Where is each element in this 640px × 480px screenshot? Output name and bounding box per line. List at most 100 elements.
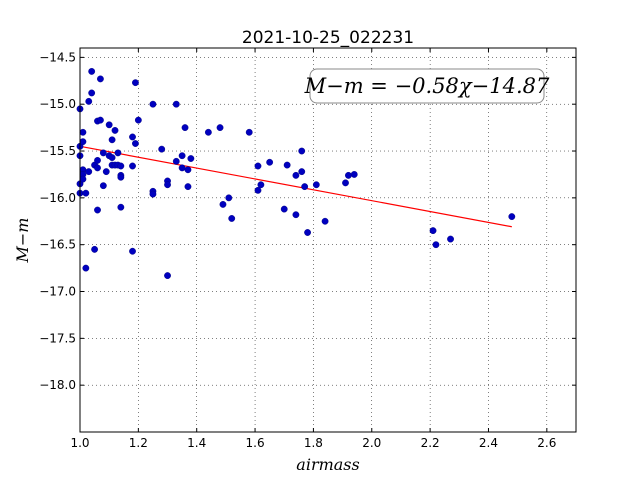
- data-point: [245, 128, 253, 136]
- data-point: [187, 155, 195, 162]
- x-axis-label: airmass: [296, 455, 359, 474]
- data-point: [108, 154, 116, 161]
- data-point: [225, 194, 233, 202]
- data-point: [181, 124, 189, 132]
- data-point: [254, 162, 262, 170]
- data-point: [94, 206, 101, 214]
- y-tick-label: −17.0: [39, 285, 76, 299]
- x-tick-label: 2.4: [479, 436, 498, 450]
- data-point: [99, 149, 107, 157]
- data-point: [129, 133, 136, 141]
- y-tick-label: −17.5: [39, 331, 76, 345]
- data-point: [298, 147, 306, 155]
- data-point: [342, 179, 349, 187]
- data-point: [312, 181, 320, 189]
- x-tick-label: 2.2: [421, 436, 440, 450]
- data-point: [447, 235, 454, 243]
- fit-line: [79, 145, 512, 228]
- data-point: [132, 140, 139, 147]
- data-point: [158, 145, 166, 153]
- data-point: [164, 181, 171, 189]
- data-point: [204, 128, 212, 136]
- data-point: [129, 162, 136, 170]
- data-point: [114, 149, 122, 157]
- y-axis-label: M−m: [13, 218, 32, 264]
- data-point: [254, 186, 262, 194]
- data-point: [345, 171, 352, 179]
- data-point: [149, 100, 157, 108]
- data-point: [97, 75, 104, 83]
- data-point: [88, 89, 96, 97]
- x-tick-labels: 1.0 1.2 1.4 1.6 1.8 2.0 2.2 2.4 2.6: [70, 436, 556, 450]
- data-point: [117, 203, 125, 211]
- data-point: [292, 211, 300, 219]
- data-point: [111, 127, 119, 134]
- data-point: [172, 100, 180, 108]
- data-point: [102, 168, 110, 176]
- data-point: [216, 124, 224, 132]
- plot-frame: [79, 47, 577, 433]
- data-point: [129, 247, 136, 255]
- data-point: [79, 175, 87, 183]
- data-point: [85, 97, 93, 105]
- x-tick-label: 2.6: [537, 436, 556, 450]
- data-point: [88, 68, 96, 75]
- data-point: [117, 173, 125, 181]
- data-point: [350, 171, 358, 178]
- x-tick-label: 1.4: [187, 436, 206, 450]
- data-point: [429, 227, 437, 235]
- annotation-text: M−m = −0.58χ−14.87: [304, 74, 550, 98]
- x-tick-label: 1.0: [70, 436, 89, 450]
- data-point: [298, 168, 306, 176]
- data-point: [134, 116, 142, 124]
- data-point: [85, 168, 93, 176]
- data-point: [304, 229, 311, 236]
- data-point: [292, 171, 300, 179]
- data-point: [257, 181, 265, 189]
- data-point: [82, 189, 90, 197]
- data-point: [266, 158, 274, 166]
- data-point: [178, 152, 186, 160]
- data-point: [432, 241, 440, 249]
- data-point: [105, 121, 113, 129]
- data-point: [97, 116, 104, 124]
- data-point: [132, 79, 139, 87]
- data-point: [82, 264, 90, 272]
- y-tick-label: −15.5: [39, 144, 76, 158]
- y-tick-label: −16.5: [39, 238, 76, 252]
- y-tick-label: −15.0: [39, 97, 76, 111]
- data-point: [219, 201, 227, 208]
- x-tick-label: 1.2: [129, 436, 148, 450]
- data-point: [94, 164, 101, 172]
- data-point: [280, 205, 288, 213]
- fit-annotation: M−m = −0.58χ−14.87: [304, 68, 550, 104]
- data-point: [149, 190, 157, 198]
- data-point: [321, 217, 329, 225]
- data-point: [178, 164, 186, 172]
- data-points: [76, 68, 516, 279]
- annotation-box: [309, 68, 545, 104]
- x-tick-label: 2.0: [362, 436, 381, 450]
- data-point: [99, 182, 107, 190]
- data-point: [172, 157, 180, 165]
- data-point: [108, 136, 116, 144]
- data-point: [164, 272, 171, 279]
- data-point: [508, 213, 516, 220]
- y-tick-label: −14.5: [39, 50, 76, 64]
- y-tick-label: −16.0: [39, 191, 76, 205]
- x-tick-label: 1.6: [246, 436, 265, 450]
- grid-lines: [79, 48, 576, 432]
- data-point: [79, 138, 87, 146]
- data-point: [94, 156, 101, 164]
- data-point: [283, 161, 291, 169]
- data-point: [301, 183, 309, 191]
- x-tick-label: 1.8: [304, 436, 323, 450]
- data-point: [117, 162, 125, 170]
- y-tick-labels: −14.5 −15.0 −15.5 −16.0 −16.5 −17.0 −17.5 −18.0: [39, 50, 76, 392]
- fit-line-group: [79, 145, 512, 228]
- data-point: [228, 215, 236, 222]
- chart-title: 2021-10-25_022231: [242, 28, 414, 48]
- data-point: [184, 166, 192, 174]
- axis-ticks: [79, 48, 576, 432]
